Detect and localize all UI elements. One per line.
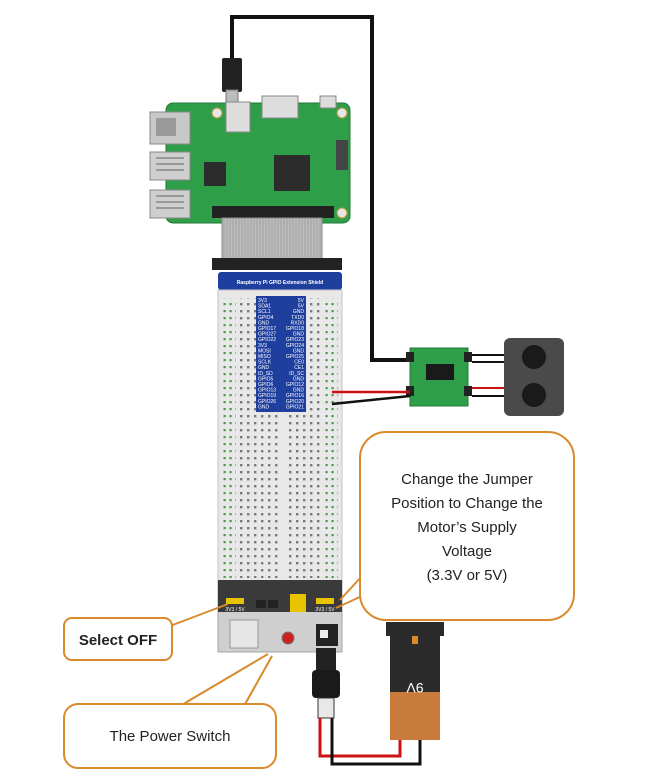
- power-module: 3V3 / 5V 3V3 / 5V: [217, 580, 343, 653]
- usb-port-1: [149, 151, 191, 181]
- battery-cable: [312, 648, 422, 766]
- gpio-right-label: GPIO12: [286, 382, 304, 388]
- wire-motor-a: [472, 354, 508, 363]
- soc-chip: [274, 155, 310, 191]
- shield-pin-block: [256, 296, 306, 412]
- gpio-left-label: GPIO27: [258, 332, 276, 338]
- callout-jumper: Change the Jumper Position to Change the…: [335, 431, 575, 621]
- battery-9v: 9V: [386, 622, 444, 740]
- gpio-left-label: ID_SD: [258, 371, 273, 377]
- jumper-right-label: 3V3 / 5V: [315, 607, 335, 613]
- callout-jumper-line-3: Motor’s Supply: [417, 519, 517, 536]
- gpio-left-label: GPIO22: [258, 337, 276, 343]
- gpio-left-label: GND: [258, 404, 270, 410]
- gpio-left-label: GPIO13: [258, 388, 276, 394]
- breadboard: 3V3SDA1SCL1GPIO4GNDGPIO17GPIO27GPIO223V3…: [217, 289, 343, 583]
- power-button: [281, 631, 295, 645]
- dc-motor: [504, 338, 564, 416]
- gpio-right-label: GPIO24: [286, 343, 304, 349]
- gpio-right-label: 5V: [298, 304, 305, 310]
- gpio-left-label: MOSI: [258, 348, 271, 354]
- gpio-left-label: SCLK: [258, 360, 272, 366]
- gpio-right-label: GPIO21: [286, 404, 304, 410]
- battery-label: 9V: [406, 680, 424, 696]
- gpio-right-label: 5V: [298, 298, 305, 304]
- gpio-right-label: GPIO25: [286, 354, 304, 360]
- power-switch-label: The Power Switch: [110, 728, 231, 745]
- ribbon-cable: [212, 217, 342, 270]
- gpio-left-label: MISO: [258, 354, 271, 360]
- raspberry-pi-board: [149, 95, 351, 224]
- gpio-right-label: GND: [293, 309, 305, 315]
- jumper-left: [226, 598, 244, 604]
- gpio-right-label: GPIO16: [286, 393, 304, 399]
- callout-select-off: Select OFF: [63, 603, 229, 661]
- callout-jumper-line-1: Change the Jumper: [401, 471, 533, 488]
- gpio-left-label: GND: [258, 365, 270, 371]
- gpio-left-label: GPIO17: [258, 326, 276, 332]
- gpio-left-label: SDA1: [258, 304, 271, 310]
- gpio-right-label: GND: [293, 376, 305, 382]
- usb-port-2: [149, 189, 191, 219]
- jumper-left-label: 3V3 / 5V: [225, 607, 245, 613]
- gpio-right-label: RXD0: [291, 320, 305, 326]
- gpio-right-label: GND: [293, 332, 305, 338]
- usb-power-cable: [230, 15, 412, 362]
- callout-jumper-line-2: Position to Change the: [391, 495, 543, 512]
- gpio-left-label: GPIO6: [258, 382, 274, 388]
- gpio-right-label: GPIO18: [286, 326, 304, 332]
- usb-plug: [222, 58, 242, 92]
- gpio-left-label: SCL1: [258, 309, 271, 315]
- gpio-left-label: GPIO5: [258, 376, 274, 382]
- motor-driver-board: [406, 347, 472, 407]
- gpio-right-label: GPIO20: [286, 399, 304, 405]
- gpio-left-label: 3V3: [258, 343, 267, 349]
- gpio-right-label: GND: [293, 348, 305, 354]
- gpio-left-label: GND: [258, 320, 270, 326]
- gpio-right-label: TXD0: [291, 315, 304, 321]
- callout-jumper-line-4: Voltage: [442, 543, 492, 560]
- gpio-left-label: GPIO4: [258, 315, 274, 321]
- gpio-left-label: GPIO26: [258, 399, 276, 405]
- slide-switch-right: [268, 600, 278, 608]
- jumper-right: [316, 598, 334, 604]
- callout-power-switch: The Power Switch: [63, 653, 277, 769]
- wire-black-signal: [331, 394, 411, 406]
- header-pins-yellow: [290, 594, 306, 612]
- gpio-right-label: CE1: [294, 365, 304, 371]
- usb-a-port: [229, 619, 259, 649]
- gpio-right-label: GND: [293, 388, 305, 394]
- gpio-extension-shield: Raspberry Pi GPIO Extension Shield: [218, 272, 342, 290]
- gpio-right-label: ID_SC: [289, 371, 304, 377]
- slide-switch-left: [256, 600, 266, 608]
- select-off-label: Select OFF: [79, 632, 157, 649]
- gpio-right-label: GPIO23: [286, 337, 304, 343]
- shield-title: Raspberry Pi GPIO Extension Shield: [237, 280, 323, 286]
- callout-jumper-line-5: (3.3V or 5V): [427, 567, 508, 584]
- ram-chip: [204, 162, 226, 186]
- gpio-left-label: 3V3: [258, 298, 267, 304]
- gpio-right-label: CE0: [294, 360, 304, 366]
- gpio-header: [212, 206, 334, 218]
- gpio-left-label: GPIO19: [258, 393, 276, 399]
